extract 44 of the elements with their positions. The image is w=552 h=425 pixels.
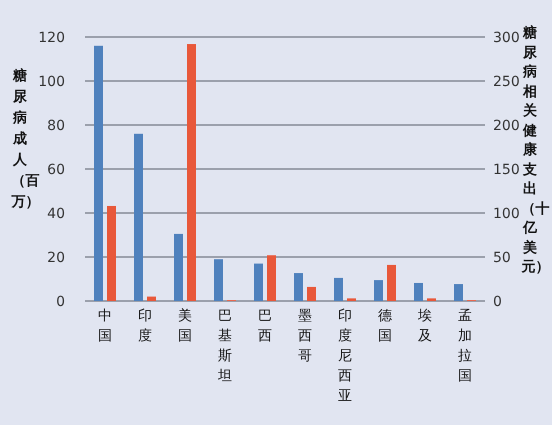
x-tick-label: 德国 bbox=[377, 307, 393, 346]
bar bbox=[387, 264, 396, 301]
y2-tick-label: 200 bbox=[493, 118, 520, 134]
x-tick-label: 中国 bbox=[97, 307, 113, 346]
y-tick-label: 0 bbox=[56, 294, 65, 310]
bar bbox=[414, 282, 423, 301]
bar bbox=[374, 280, 383, 301]
bar bbox=[147, 296, 156, 301]
x-tick-label: 墨西哥 bbox=[297, 307, 313, 366]
bar bbox=[267, 255, 276, 301]
y-tick-label: 100 bbox=[38, 74, 65, 90]
x-tick-label: 孟加拉国 bbox=[457, 307, 473, 386]
y-tick-label: 60 bbox=[47, 162, 65, 178]
y2-tick-label: 150 bbox=[493, 162, 520, 178]
y2-tick-label: 250 bbox=[493, 74, 520, 90]
x-tick-label: 印度 bbox=[137, 307, 153, 346]
bar bbox=[254, 264, 263, 301]
bar bbox=[187, 44, 196, 301]
bar bbox=[294, 273, 303, 301]
bar bbox=[107, 206, 116, 301]
bar bbox=[427, 298, 436, 301]
y-axis-title: 糖尿病成人（百万） bbox=[12, 67, 40, 212]
text: 糖尿病相关健康支出（十亿美元） bbox=[522, 25, 550, 275]
x-tick-label: 巴西 bbox=[257, 307, 273, 346]
y-tick-label: 20 bbox=[47, 250, 65, 266]
bar bbox=[307, 286, 316, 301]
bar bbox=[347, 298, 356, 301]
bar bbox=[334, 278, 343, 301]
bar bbox=[454, 284, 463, 301]
x-tick-label: 埃及 bbox=[417, 307, 433, 346]
x-tick-label: 美国 bbox=[177, 307, 193, 346]
bar bbox=[134, 134, 143, 301]
y2-tick-label: 50 bbox=[493, 250, 511, 266]
bar bbox=[94, 46, 103, 301]
y2-tick-label: 0 bbox=[493, 294, 502, 310]
y-tick-label: 120 bbox=[38, 30, 65, 46]
y-tick-label: 40 bbox=[47, 206, 65, 222]
bar bbox=[174, 234, 183, 301]
x-tick-label: 印度尼西亚 bbox=[337, 307, 353, 406]
y2-tick-label: 100 bbox=[493, 206, 520, 222]
x-tick-label: 巴基斯坦 bbox=[217, 307, 233, 386]
bar bbox=[214, 259, 223, 301]
y-tick-label: 80 bbox=[47, 118, 65, 134]
y2-tick-label: 300 bbox=[493, 30, 520, 46]
